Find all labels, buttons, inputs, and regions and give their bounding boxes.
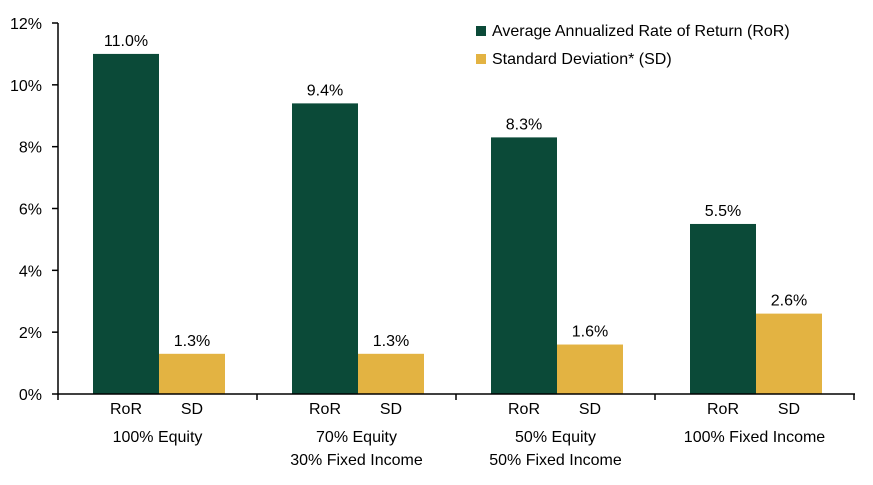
y-axis: 0% 2% 4% 6% 8% 10% 12% (10, 16, 59, 404)
ror-bar (491, 137, 557, 394)
y-tick-label: 6% (19, 202, 42, 219)
legend: Average Annualized Rate of Return (RoR) S… (476, 23, 790, 68)
group-label: 30% Fixed Income (290, 452, 423, 469)
data-label: 1.6% (572, 324, 608, 341)
y-tick-label: 4% (19, 263, 42, 280)
x-axis: RoR SD 100% Equity RoR SD 70% Equity 30% Fixed… (57, 393, 855, 469)
data-label: 1.3% (373, 333, 409, 350)
bar-sub-label: SD (181, 401, 203, 418)
bar-sub-label: SD (380, 401, 402, 418)
bar-sub-label: SD (778, 401, 800, 418)
data-label: 2.6% (771, 293, 807, 310)
y-tick-label: 0% (19, 387, 42, 404)
group-label: 50% Fixed Income (489, 452, 622, 469)
group-label: 100% Equity (113, 429, 203, 446)
ror-bar (690, 223, 756, 394)
legend-label: Average Annualized Rate of Return (RoR) (492, 23, 790, 40)
bars: 11.0% 1.3% 9.4% 1.3% 8.3% 1.6% 5.5% 2.6% (93, 33, 822, 395)
y-tick-label: 12% (10, 16, 42, 33)
bar-sub-label: RoR (508, 401, 540, 418)
data-label: 5.5% (705, 203, 741, 220)
y-tick-label: 8% (19, 140, 42, 157)
bar-sub-label: RoR (110, 401, 142, 418)
data-label: 9.4% (307, 82, 343, 99)
bar-sub-label: RoR (309, 401, 341, 418)
bar-sub-label: RoR (707, 401, 739, 418)
sd-bar (358, 353, 424, 394)
sd-bar (756, 313, 822, 394)
sd-bar (557, 344, 623, 394)
bar-sub-label: SD (579, 401, 601, 418)
legend-swatch (476, 26, 486, 36)
group-label: 100% Fixed Income (684, 429, 826, 446)
data-label: 11.0% (104, 33, 148, 50)
group-label: 70% Equity (316, 429, 397, 446)
group-label: 50% Equity (515, 429, 596, 446)
data-label: 1.3% (174, 333, 210, 350)
ror-bar (292, 103, 358, 394)
data-label: 8.3% (506, 116, 542, 133)
legend-label: Standard Deviation* (SD) (492, 51, 672, 68)
y-tick-label: 10% (10, 78, 42, 95)
legend-swatch (476, 54, 486, 64)
y-tick-label: 2% (19, 325, 42, 342)
ror-bar (93, 53, 159, 395)
sd-bar (159, 353, 225, 394)
